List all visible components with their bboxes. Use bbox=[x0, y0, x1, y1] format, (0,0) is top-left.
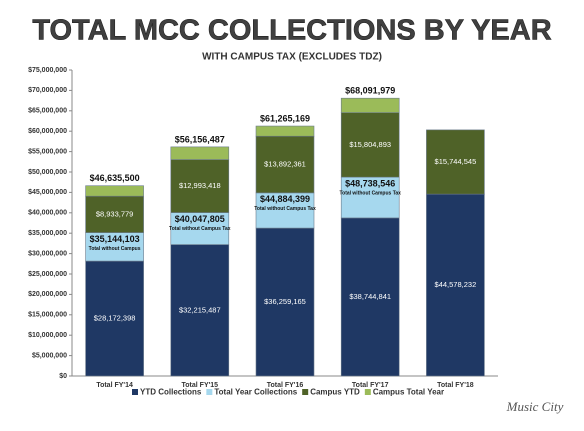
value-label: $15,744,545 bbox=[435, 157, 477, 166]
bar-segment bbox=[170, 212, 230, 245]
chart-subtitle: WITH CAMPUS TAX (EXCLUDES TDZ) bbox=[202, 52, 382, 63]
total-label: $61,265,169 bbox=[260, 113, 310, 123]
value-label: $13,892,361 bbox=[264, 160, 306, 169]
legend-swatch bbox=[132, 389, 138, 395]
y-tick-label: $40,000,000 bbox=[28, 210, 67, 217]
y-tick-label: $45,000,000 bbox=[28, 189, 67, 196]
bar-segment bbox=[255, 227, 315, 377]
chart-title: TOTAL MCC COLLECTIONS BY YEAR bbox=[32, 15, 551, 47]
y-tick-label: $15,000,000 bbox=[28, 312, 67, 319]
subtotal-label: $44,884,399 bbox=[260, 194, 310, 204]
bar-segment bbox=[85, 260, 144, 377]
value-label: $12,993,418 bbox=[179, 181, 221, 190]
bar-segment bbox=[255, 192, 315, 229]
x-tick-label: Total FY'16 bbox=[267, 382, 304, 389]
bar-segment bbox=[85, 185, 144, 197]
bar-segment bbox=[340, 217, 400, 377]
bar-segment bbox=[340, 97, 400, 113]
bar-segment bbox=[85, 232, 144, 262]
subtotal-note: Total without Campus Tax bbox=[254, 206, 316, 212]
y-tick-label: $75,000,000 bbox=[28, 67, 67, 74]
total-label: $46,635,500 bbox=[90, 173, 140, 183]
legend-label: Total Year Collections bbox=[214, 388, 297, 397]
value-label: $36,259,165 bbox=[264, 297, 306, 306]
legend-swatch bbox=[364, 389, 371, 395]
legend-label: Campus Total Year bbox=[373, 388, 444, 397]
y-tick-label: $65,000,000 bbox=[28, 108, 67, 115]
legend-swatch bbox=[206, 389, 213, 395]
subtotal-label: $40,047,805 bbox=[175, 214, 225, 224]
y-tick-label: $25,000,000 bbox=[28, 271, 67, 278]
y-tick-label: $30,000,000 bbox=[28, 250, 67, 257]
y-tick-label: $60,000,000 bbox=[28, 128, 67, 135]
y-tick-label: $70,000,000 bbox=[28, 87, 67, 94]
value-label: $8,933,779 bbox=[96, 209, 134, 218]
value-label: $38,744,841 bbox=[349, 292, 391, 301]
value-label: $15,804,893 bbox=[349, 140, 391, 149]
subtotal-note: Total without Campus bbox=[89, 246, 141, 252]
total-label: $68,091,979 bbox=[345, 86, 395, 96]
x-tick-label: Total FY'14 bbox=[96, 382, 133, 389]
y-tick-label: $55,000,000 bbox=[28, 148, 67, 155]
bar-segment bbox=[255, 125, 315, 137]
x-tick-label: Total FY'17 bbox=[352, 382, 389, 389]
total-label: $56,156,487 bbox=[175, 134, 225, 144]
bar-segment bbox=[170, 244, 230, 377]
subtotal-label: $35,144,103 bbox=[90, 234, 140, 244]
bar-segment bbox=[340, 112, 400, 178]
y-tick-label: $10,000,000 bbox=[28, 332, 67, 339]
x-tick-label: Total FY'18 bbox=[437, 382, 474, 389]
y-tick-label: $0 bbox=[59, 373, 67, 380]
y-tick-label: $20,000,000 bbox=[28, 291, 67, 298]
legend-label: Campus YTD bbox=[310, 388, 360, 397]
x-tick-label: Total FY'15 bbox=[182, 382, 219, 389]
legend-label: YTD Collections bbox=[140, 388, 202, 397]
value-label: $44,578,232 bbox=[435, 280, 477, 289]
value-label: $32,215,487 bbox=[179, 305, 221, 314]
y-tick-label: $35,000,000 bbox=[28, 230, 67, 237]
value-label: $28,172,398 bbox=[94, 314, 136, 323]
y-tick-label: $50,000,000 bbox=[28, 169, 67, 176]
subtotal-note: Total without Campus Tax bbox=[169, 226, 231, 232]
logo: Music City bbox=[506, 399, 564, 414]
subtotal-note: Total without Campus Tax bbox=[339, 190, 401, 196]
bar-segment bbox=[340, 176, 400, 219]
subtotal-label: $48,738,546 bbox=[345, 179, 395, 189]
bar-segment bbox=[426, 129, 485, 195]
y-tick-label: $5,000,000 bbox=[32, 352, 67, 359]
legend-swatch bbox=[302, 389, 309, 395]
bar-segment bbox=[426, 193, 485, 377]
bar-segment bbox=[170, 146, 230, 160]
